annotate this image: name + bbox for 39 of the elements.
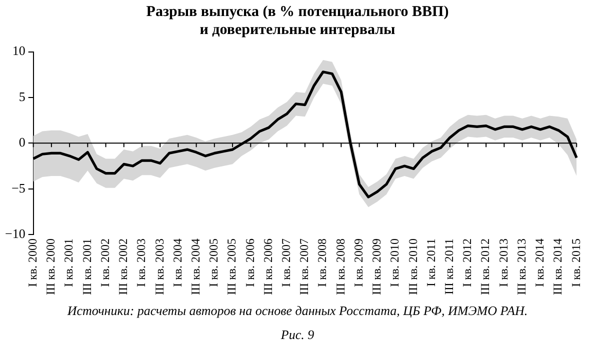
x-tick-label: III кв. 2000	[44, 238, 58, 295]
x-tick-label: III кв. 2003	[152, 238, 166, 295]
x-tick-label: III кв. 2005	[224, 238, 239, 295]
x-tick-label: I кв. 2010	[388, 238, 402, 288]
x-tick-label: III кв. 2009	[370, 238, 384, 295]
x-tick-label: I кв. 2009	[351, 238, 366, 288]
x-tick-label: I кв. 2015	[568, 238, 583, 288]
x-tick-label: I кв. 2002	[98, 238, 112, 288]
x-tick-label: III кв. 2012	[478, 238, 492, 295]
x-tick-label: I кв. 2012	[460, 238, 474, 288]
x-tick-label: I кв. 2011	[424, 238, 438, 287]
text: Рис. 9	[280, 327, 316, 343]
x-tick-label: III кв. 2013	[514, 238, 528, 295]
x-tick-label: III кв. 2004	[188, 238, 202, 295]
y-tick-label: −5	[11, 180, 26, 196]
x-tick-label: III кв. 2014	[550, 238, 565, 295]
y-tick-label: −10	[4, 226, 26, 241]
text: Источники: расчеты авторов на основе данных Росстата, ЦБ РФ, ИМЭМО РАН.	[66, 303, 529, 319]
x-tick-label: III кв. 2008	[333, 238, 348, 295]
x-tick-label: III кв. 2010	[406, 238, 420, 295]
chart-title: Разрыв выпуска (в % потенциального ВВП) и доверительные интервалы	[145, 3, 450, 40]
x-tick-label: I кв. 2003	[134, 238, 148, 288]
x-tick-label: I кв. 2008	[315, 238, 330, 288]
x-tick-label: I кв. 2000	[25, 238, 40, 288]
x-tick-label: III кв. 2011	[442, 238, 456, 295]
x-tick-label: I кв. 2007	[279, 238, 294, 288]
x-tick-label: III кв. 2007	[297, 238, 312, 295]
x-tick-label: I кв. 2013	[496, 238, 510, 288]
x-tick-label: I кв. 2006	[242, 238, 257, 288]
x-tick-label: III кв. 2002	[116, 238, 130, 295]
y-tick-label: 5	[18, 88, 26, 104]
x-tick-label: III кв. 2006	[260, 238, 275, 295]
y-tick-label: 0	[18, 134, 26, 150]
x-tick-label: I кв. 2014	[532, 238, 547, 288]
x-tick-label: III кв. 2001	[80, 238, 94, 295]
x-tick-label: I кв. 2005	[206, 238, 221, 288]
x-tick-label: I кв. 2004	[170, 238, 184, 288]
x-tick-label: I кв. 2001	[62, 238, 76, 288]
y-tick-label: 10	[12, 43, 26, 58]
